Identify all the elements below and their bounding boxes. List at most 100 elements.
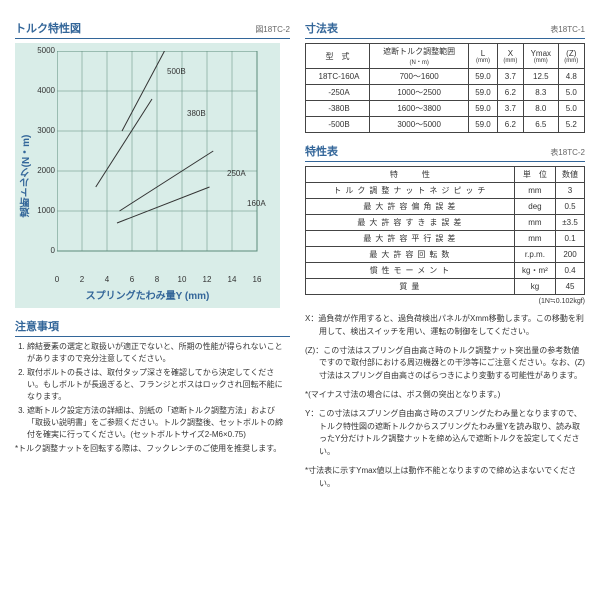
char-value: 3 xyxy=(556,183,585,199)
dim-cell: 8.0 xyxy=(524,101,559,117)
dim-header: Ymax(mm) xyxy=(524,44,559,69)
ytick: 4000 xyxy=(35,86,55,95)
char-value: 0.4 xyxy=(556,263,585,279)
series-label: 380B xyxy=(187,109,206,118)
char-table-note: (1N≒0.102kgf) xyxy=(305,297,585,305)
char-header: 単 位 xyxy=(514,167,555,183)
xtick: 4 xyxy=(101,275,113,284)
dim-title-text: 寸法表 xyxy=(305,20,338,36)
series-label: 500B xyxy=(167,67,186,76)
notes-title: 注意事項 xyxy=(15,318,290,337)
char-title-text: 特性表 xyxy=(305,143,338,159)
dim-cell: -250A xyxy=(306,85,370,101)
ytick: 0 xyxy=(35,246,55,255)
xtick: 8 xyxy=(151,275,163,284)
char-name: 最大許容平行誤差 xyxy=(306,231,515,247)
notes-list: 締結要素の選定と取扱いが適正でないと、所期の性能が得られないことがありますので充… xyxy=(15,341,290,441)
dim-cell: 3.7 xyxy=(497,101,523,117)
char-unit: mm xyxy=(514,215,555,231)
char-unit: mm xyxy=(514,183,555,199)
dim-header: X(mm) xyxy=(497,44,523,69)
char-name: 最大許容回転数 xyxy=(306,247,515,263)
char-value: 200 xyxy=(556,247,585,263)
note-item: 取付ボルトの長さは、取付タップ深さを確認してから決定してください。もしボルトが長… xyxy=(27,367,290,403)
dim-cell: 8.3 xyxy=(524,85,559,101)
char-table-title: 特性表 表18TC-2 xyxy=(305,143,585,162)
chart-xlabel: スプリングたわみ量Y (mm) xyxy=(86,287,210,302)
char-name: トルク調整ナットネジピッチ xyxy=(306,183,515,199)
dim-cell: 59.0 xyxy=(469,117,497,133)
char-ref: 表18TC-2 xyxy=(550,147,585,158)
dim-cell: 1600～3800 xyxy=(370,101,469,117)
char-value: 0.1 xyxy=(556,231,585,247)
char-unit: mm xyxy=(514,231,555,247)
dim-cell: 700～1600 xyxy=(370,69,469,85)
torque-chart: 遮断トルク(N・m) スプリングたわみ量Y (mm) 0 1000 2000 3000… xyxy=(15,43,280,308)
xtick: 16 xyxy=(251,275,263,284)
dim-cell: 3.7 xyxy=(497,69,523,85)
char-unit: kg xyxy=(514,279,555,295)
ytick: 3000 xyxy=(35,126,55,135)
dim-cell: 1000～2500 xyxy=(370,85,469,101)
dim-cell: 6.2 xyxy=(497,117,523,133)
ytick: 5000 xyxy=(35,46,55,55)
dim-cell: 12.5 xyxy=(524,69,559,85)
char-unit: kg・m² xyxy=(514,263,555,279)
dim-header: L(mm) xyxy=(469,44,497,69)
char-value: ±3.5 xyxy=(556,215,585,231)
dim-ref: 表18TC-1 xyxy=(550,24,585,35)
char-value: 0.5 xyxy=(556,199,585,215)
dim-cell: 5.0 xyxy=(558,101,584,117)
right-note-item: X：過負荷が作用すると、過負荷検出パネルがXmm移動します。この移動を利用して、… xyxy=(305,313,585,339)
dim-cell: -500B xyxy=(306,117,370,133)
dim-cell: 59.0 xyxy=(469,85,497,101)
dim-header: 遮断トルク調整範囲(N・m) xyxy=(370,44,469,69)
right-notes-section: X：過負荷が作用すると、過負荷検出パネルがXmm移動します。この移動を利用して、… xyxy=(305,313,585,491)
dim-table-title: 寸法表 表18TC-1 xyxy=(305,20,585,39)
dim-cell: 59.0 xyxy=(469,101,497,117)
series-label: 250A xyxy=(227,169,246,178)
chart-ref: 図18TC-2 xyxy=(255,24,290,35)
char-name: 慣性モーメント xyxy=(306,263,515,279)
chart-ylabel: 遮断トルク(N・m) xyxy=(19,134,34,217)
dim-cell: 6.2 xyxy=(497,85,523,101)
xtick: 12 xyxy=(201,275,213,284)
right-note-item: *(マイナス寸法の場合には、ボス側の突出となります。) xyxy=(305,389,585,402)
char-name: 質量 xyxy=(306,279,515,295)
characteristics-table: 特 性単 位数値トルク調整ナットネジピッチmm3最大許容偏角誤差deg0.5最大… xyxy=(305,166,585,295)
ytick: 2000 xyxy=(35,166,55,175)
torque-chart-title: トルク特性図 図18TC-2 xyxy=(15,20,290,39)
dim-header: (Z)(mm) xyxy=(558,44,584,69)
series-label: 160A xyxy=(247,199,266,208)
right-note-item: *寸法表に示すYmax値以上は動作不能となりますので締め込まないでください。 xyxy=(305,465,585,491)
notes-footnote: *トルク調整ナットを回転する際は、フックレンチのご使用を推奨します。 xyxy=(15,443,290,455)
char-header: 特 性 xyxy=(306,167,515,183)
right-note-item: Y：この寸法はスプリング自由高さ時のスプリングたわみ量となりますので、トルク特性… xyxy=(305,408,585,459)
dim-header: 型 式 xyxy=(306,44,370,69)
note-item: 遮断トルク設定方法の詳細は、別紙の「遮断トルク調整方法」および「取扱い説明書」を… xyxy=(27,405,290,441)
note-item: 締結要素の選定と取扱いが適正でないと、所期の性能が得られないことがありますので充… xyxy=(27,341,290,365)
dim-cell: 5.0 xyxy=(558,85,584,101)
char-value: 45 xyxy=(556,279,585,295)
dim-cell: -380B xyxy=(306,101,370,117)
char-unit: r.p.m. xyxy=(514,247,555,263)
chart-svg xyxy=(57,51,267,271)
char-name: 最大許容すきま誤差 xyxy=(306,215,515,231)
char-name: 最大許容偏角誤差 xyxy=(306,199,515,215)
right-note-item: (Z)：この寸法はスプリング自由高さ時のトルク調整ナット突出量の参考数値ですので… xyxy=(305,345,585,383)
chart-title-text: トルク特性図 xyxy=(15,20,81,36)
notes-section: 注意事項 締結要素の選定と取扱いが適正でないと、所期の性能が得られないことがあり… xyxy=(15,318,290,455)
char-unit: deg xyxy=(514,199,555,215)
xtick: 14 xyxy=(226,275,238,284)
ytick: 1000 xyxy=(35,206,55,215)
dim-cell: 6.5 xyxy=(524,117,559,133)
dim-cell: 59.0 xyxy=(469,69,497,85)
xtick: 0 xyxy=(51,275,63,284)
dimension-table: 型 式遮断トルク調整範囲(N・m)L(mm)X(mm)Ymax(mm)(Z)(m… xyxy=(305,43,585,133)
dim-cell: 4.8 xyxy=(558,69,584,85)
xtick: 6 xyxy=(126,275,138,284)
char-header: 数値 xyxy=(556,167,585,183)
dim-cell: 18TC-160A xyxy=(306,69,370,85)
dim-cell: 5.2 xyxy=(558,117,584,133)
xtick: 2 xyxy=(76,275,88,284)
